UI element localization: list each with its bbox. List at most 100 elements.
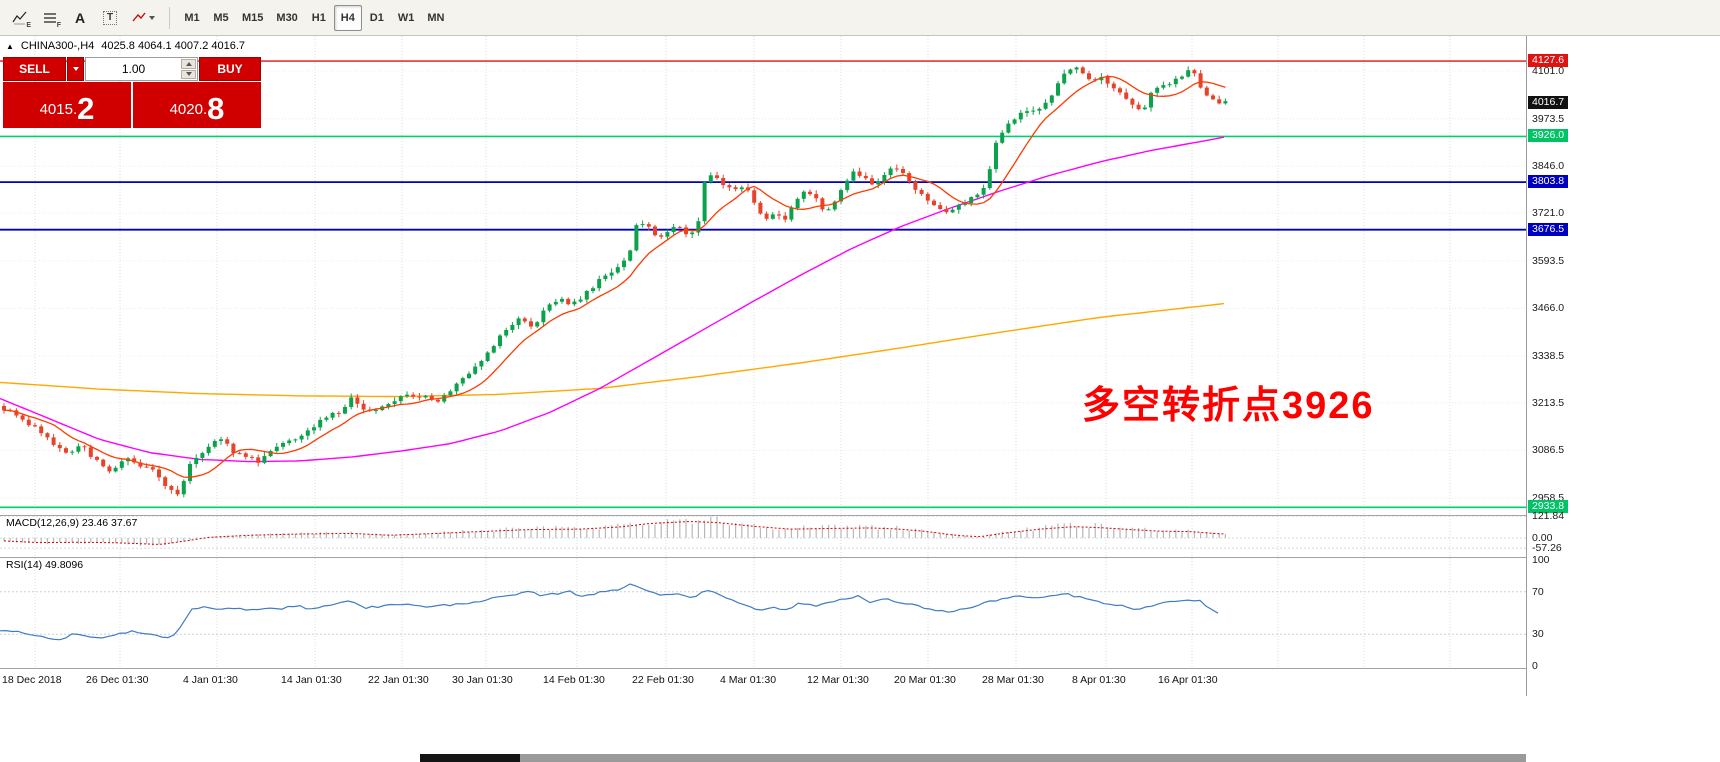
sell-price-display[interactable]: 4015. 2 — [3, 82, 131, 128]
up-arrow-icon — [185, 61, 192, 66]
candle-body — [1068, 69, 1073, 74]
spin-up-button[interactable] — [181, 59, 196, 69]
font-tool-button[interactable]: A — [66, 5, 94, 31]
chart-area[interactable]: ▲ CHINA300-,H4 4025.8 4064.1 4007.2 4016… — [0, 36, 1720, 762]
candle-body — [33, 425, 37, 427]
time-axis-label: 16 Apr 01:30 — [1158, 674, 1218, 686]
candle-body — [1217, 99, 1222, 104]
candle-body — [250, 456, 254, 458]
tab-timeframe-h1[interactable]: H1 — [305, 5, 333, 31]
candle-body — [119, 461, 124, 468]
volume-dropdown-button[interactable] — [67, 57, 84, 81]
tab-timeframe-m30[interactable]: M30 — [270, 5, 303, 31]
sell-price-big: 2 — [77, 91, 95, 127]
horizontal-scrollbar[interactable] — [420, 754, 1526, 762]
price-scale[interactable]: 4101.0 3973.5 3846.0 3721.0 3593.5 3466.0 3338… — [1526, 36, 1719, 696]
tab-timeframe-m5[interactable]: M5 — [207, 5, 235, 31]
time-axis-label: 12 Mar 01:30 — [807, 674, 869, 686]
dropdown-caret-icon — [149, 15, 155, 20]
candle-body — [944, 209, 949, 213]
candle-body — [101, 459, 106, 467]
candle-body — [994, 142, 998, 170]
time-axis-label: 4 Jan 01:30 — [183, 674, 238, 686]
spin-down-button[interactable] — [181, 69, 196, 79]
tab-timeframe-w1[interactable]: W1 — [392, 5, 421, 31]
price-line-badge: 3676.5 — [1528, 222, 1569, 236]
candle-body — [57, 444, 62, 449]
candle-body — [1142, 107, 1147, 110]
candle-body — [423, 395, 428, 398]
volume-input[interactable]: 1.00 — [85, 57, 198, 81]
candle-body — [268, 451, 273, 457]
buy-button[interactable]: BUY — [199, 57, 261, 81]
candle-body — [591, 288, 595, 291]
sell-button[interactable]: SELL — [3, 57, 66, 81]
candle-body — [956, 204, 961, 210]
time-axis-label: 22 Feb 01:30 — [632, 674, 694, 686]
candle-body — [473, 366, 478, 374]
candle-body — [1056, 83, 1060, 96]
candle-body — [560, 298, 564, 302]
candle-body — [1186, 70, 1191, 77]
candle-body — [231, 443, 236, 454]
candle-body — [485, 352, 490, 361]
candle-body — [39, 426, 44, 434]
pane-separator-main-macd[interactable] — [0, 515, 1570, 516]
candle-body — [1093, 79, 1098, 81]
ohlc-values: 4025.8 4064.1 4007.2 4016.7 — [101, 40, 246, 52]
candle-body — [640, 224, 645, 226]
time-axis[interactable]: 18 Dec 2018 26 Dec 01:30 4 Jan 01:30 14 Jan… — [0, 672, 1526, 690]
scrollbar-thumb[interactable] — [420, 754, 520, 762]
candle-body — [299, 435, 304, 440]
candle-body — [578, 299, 583, 302]
candle-body — [553, 301, 558, 305]
buy-price-main: 4020. — [169, 101, 208, 118]
candle-body — [702, 182, 707, 222]
tab-timeframe-h4[interactable]: H4 — [333, 4, 362, 31]
pane-separator-rsi-axis — [0, 668, 1570, 669]
pane-separator-macd-rsi[interactable] — [0, 557, 1570, 558]
buy-price-display[interactable]: 4020. 8 — [133, 82, 261, 128]
candle-body — [1049, 95, 1054, 103]
candle-body — [1180, 76, 1184, 79]
time-axis-label: 26 Dec 01:30 — [86, 674, 149, 686]
candle-body — [541, 310, 546, 323]
candle-body — [1173, 78, 1178, 85]
candle-body — [113, 467, 118, 472]
font-a-icon: A — [74, 9, 86, 26]
candle-body — [566, 298, 571, 305]
tab-timeframe-mn[interactable]: MN — [421, 5, 450, 31]
tab-timeframe-m1[interactable]: M1 — [178, 5, 206, 31]
candle-body — [460, 378, 465, 384]
rsi-tick-label: 0 — [1532, 660, 1538, 672]
time-axis-label: 30 Jan 01:30 — [452, 674, 513, 686]
candle-body — [467, 373, 471, 379]
candle-body — [1031, 110, 1036, 112]
chart-tool-e-button[interactable]: E — [6, 5, 34, 31]
price-tick-label: 3973.5 — [1532, 112, 1565, 125]
chart-canvas[interactable] — [0, 36, 1526, 696]
price-line-badge: 3803.8 — [1528, 175, 1569, 189]
candle-body — [312, 427, 316, 431]
collapse-arrow-icon: ▲ — [6, 41, 14, 51]
candle-body — [336, 412, 341, 414]
candle-body — [932, 200, 936, 206]
candle-body — [721, 178, 726, 186]
candle-body — [398, 396, 403, 402]
ma-fast-line — [3, 75, 1226, 478]
candle-body — [374, 410, 378, 412]
candle-body — [392, 401, 397, 404]
candle-body — [665, 232, 670, 237]
arrow-style-tool-button[interactable] — [126, 5, 161, 31]
candle-body — [479, 361, 484, 367]
candle-body — [715, 175, 719, 178]
chart-tool-f-button[interactable]: F — [36, 5, 64, 31]
candle-body — [51, 437, 56, 445]
text-box-tool-button[interactable]: T — [96, 5, 124, 31]
candle-body — [727, 185, 732, 188]
tab-timeframe-d1[interactable]: D1 — [363, 5, 391, 31]
candle-body — [1167, 84, 1172, 86]
tab-timeframe-m15[interactable]: M15 — [236, 5, 269, 31]
time-axis-label: 22 Jan 01:30 — [368, 674, 429, 686]
candle-body — [76, 446, 81, 452]
